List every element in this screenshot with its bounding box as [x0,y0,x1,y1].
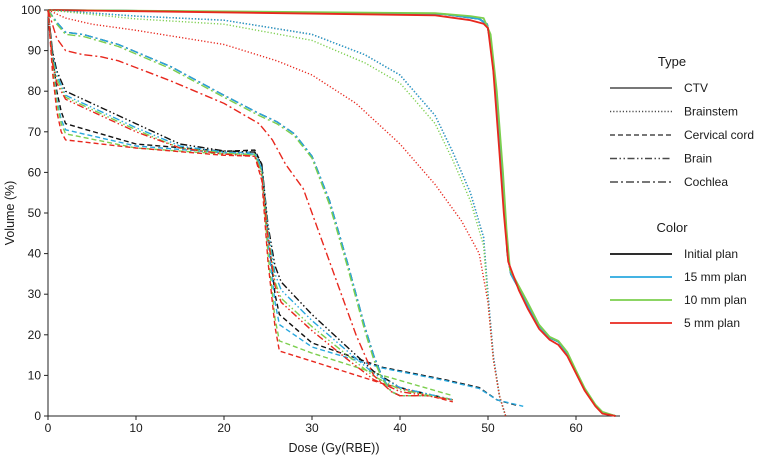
y-tick-label: 50 [28,206,42,220]
axes: 0 10 20 30 40 50 60 0 10 20 30 40 50 60 70 80 90 100 Dose … [3,3,620,455]
dvh-curve-brainstem-10-mm-plan [47,9,507,417]
legend-color-label: 5 mm plan [684,316,740,330]
dvh-curve-brain-10-mm-plan [47,9,453,401]
y-tick-label: 10 [28,368,42,382]
dvh-curves [47,9,616,417]
x-axis-label: Dose (Gy(RBE)) [289,441,380,455]
y-tick-label: 60 [28,165,42,179]
dvh-curve-brainstem-15-mm-plan [47,9,507,417]
x-tick-label: 30 [305,421,319,435]
dvh-curve-brainstem-initial-plan [47,9,507,417]
dvh-curve-cochlea-10-mm-plan [47,9,427,397]
dvh-curve-cochlea-initial-plan [47,9,427,397]
x-tick-label: 10 [129,421,143,435]
y-tick-label: 90 [28,44,42,58]
legend-color-label: Initial plan [684,247,738,261]
dvh-curve-ctv-5-mm-plan [47,9,616,417]
legend-type-label: Cochlea [684,175,728,189]
legend: Type CTV Brainstem Cervical cord Brain Cochle… [610,54,754,330]
x-tick-label: 0 [45,421,52,435]
x-tick-label: 60 [569,421,583,435]
y-tick-label: 20 [28,328,42,342]
dvh-curve-brain-5-mm-plan [47,9,453,401]
y-tick-label: 100 [21,3,41,17]
legend-color-label: 10 mm plan [684,293,747,307]
x-tick-label: 20 [217,421,231,435]
dvh-curve-cervical-cord-15-mm-plan [47,9,524,407]
dvh-curve-brainstem-5-mm-plan [47,9,507,417]
legend-type-label: Cervical cord [684,128,754,142]
legend-color-label: 15 mm plan [684,270,747,284]
y-tick-label: 80 [28,84,42,98]
dvh-curve-cervical-cord-5-mm-plan [47,9,453,403]
legend-type-label: Brainstem [684,105,738,119]
y-tick-label: 30 [28,287,42,301]
dvh-curve-brain-initial-plan [47,9,453,401]
legend-color-title: Color [656,220,688,235]
x-tick-label: 40 [393,421,407,435]
dvh-curve-cervical-cord-initial-plan [47,9,519,407]
y-tick-label: 40 [28,247,42,261]
dvh-curve-cochlea-5-mm-plan [47,9,427,397]
legend-type-title: Type [658,54,686,69]
y-tick-label: 70 [28,125,42,139]
dvh-curve-ctv-10-mm-plan [47,9,616,417]
y-axis-label: Volume (%) [3,181,17,246]
y-tick-label: 0 [34,409,41,423]
legend-type-label: Brain [684,152,712,166]
dvh-curve-brain-15-mm-plan [47,9,453,401]
x-tick-label: 50 [481,421,495,435]
dvh-curve-cervical-cord-10-mm-plan [47,9,453,397]
dvh-curve-cochlea-15-mm-plan [47,9,427,397]
legend-type-label: CTV [684,81,708,95]
